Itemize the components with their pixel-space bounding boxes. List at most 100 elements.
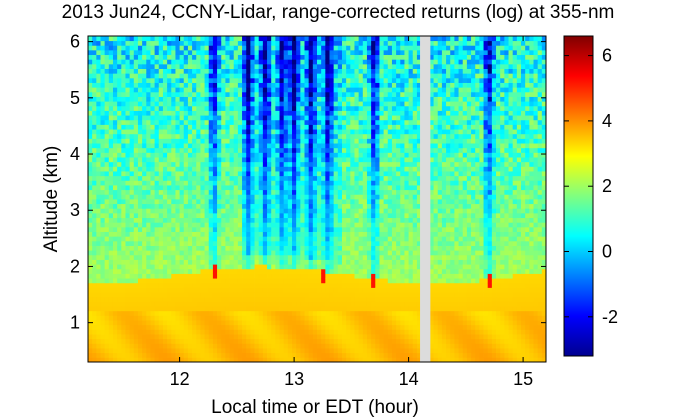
heatmap-cell — [96, 357, 101, 362]
heatmap-cell — [246, 152, 251, 158]
heatmap-cell — [208, 68, 214, 74]
heatmap-cell — [162, 264, 168, 270]
heatmap-cell — [171, 199, 176, 205]
heatmap-cell — [250, 45, 255, 51]
heatmap-cell — [196, 245, 201, 251]
heatmap-cell — [308, 254, 314, 260]
heatmap-cell — [233, 73, 239, 79]
heatmap-cell — [92, 236, 97, 242]
heatmap-cell — [341, 245, 347, 251]
heatmap-cell — [287, 203, 293, 209]
heatmap-cell — [221, 287, 226, 293]
heatmap-cell — [200, 194, 205, 200]
heatmap-cell — [92, 282, 97, 288]
heatmap-cell — [333, 329, 339, 335]
heatmap-cell — [317, 185, 322, 191]
heatmap-cell — [175, 226, 180, 232]
heatmap-cell — [287, 105, 293, 111]
heatmap-cell — [146, 199, 151, 205]
heatmap-cell — [142, 115, 147, 121]
heatmap-cell — [354, 278, 360, 284]
heatmap-cell — [258, 180, 264, 186]
heatmap-cell — [96, 287, 101, 293]
heatmap-cell — [96, 315, 101, 321]
heatmap-cell — [221, 296, 226, 302]
heatmap-cell — [246, 343, 251, 349]
heatmap-cell — [233, 36, 239, 42]
heatmap-cell — [88, 259, 93, 265]
heatmap-cell — [88, 296, 93, 302]
heatmap-cell — [279, 310, 285, 316]
heatmap-cell — [271, 49, 276, 56]
heatmap-cell — [333, 199, 339, 205]
heatmap-cell — [108, 245, 114, 251]
heatmap-cell — [225, 203, 230, 209]
heatmap-cell — [88, 268, 93, 274]
heatmap-cell — [246, 273, 251, 279]
heatmap-cell — [121, 324, 126, 330]
heatmap-cell — [162, 310, 168, 316]
heatmap-cell — [125, 166, 131, 172]
heatmap-cell — [187, 138, 193, 144]
heatmap-cell — [350, 352, 355, 358]
heatmap-cell — [229, 101, 235, 107]
heatmap-cell — [208, 73, 214, 79]
heatmap-cell — [129, 171, 135, 177]
heatmap-cell — [125, 101, 131, 107]
heatmap-cell — [279, 73, 285, 79]
heatmap-cell — [300, 129, 305, 135]
heatmap-cell — [183, 222, 189, 228]
heatmap-cell — [104, 212, 110, 219]
heatmap-cell — [217, 115, 222, 121]
heatmap-cell — [242, 315, 247, 321]
heatmap-cell — [229, 306, 235, 312]
heatmap-cell — [129, 222, 135, 228]
heatmap-cell — [175, 315, 180, 321]
heatmap-cell — [262, 343, 268, 349]
heatmap-cell — [104, 49, 110, 56]
heatmap-cell — [262, 138, 268, 144]
heatmap-cell — [200, 343, 205, 349]
heatmap-cell — [179, 82, 185, 88]
heatmap-cell — [146, 343, 151, 349]
heatmap-cell — [167, 194, 172, 200]
heatmap-cell — [246, 217, 251, 223]
heatmap-cell — [217, 324, 222, 330]
heatmap-cell — [150, 63, 156, 69]
heatmap-cell — [258, 119, 264, 125]
heatmap-cell — [329, 119, 335, 125]
heatmap-cell — [362, 147, 368, 153]
heatmap-cell — [108, 73, 114, 79]
heatmap-cell — [196, 40, 201, 46]
heatmap-cell — [150, 133, 156, 139]
heatmap-cell — [337, 105, 343, 111]
heatmap-cell — [271, 73, 276, 79]
heatmap-cell — [92, 268, 97, 274]
heatmap-cell — [308, 343, 314, 349]
heatmap-cell — [300, 268, 305, 274]
heatmap-cell — [354, 63, 360, 69]
heatmap-cell — [158, 352, 164, 358]
heatmap-cell — [271, 54, 276, 60]
heatmap-cell — [292, 217, 297, 223]
heatmap-cell — [304, 226, 310, 232]
heatmap-cell — [171, 254, 176, 260]
heatmap-cell — [321, 282, 326, 288]
heatmap-cell — [333, 334, 339, 340]
heatmap-cell — [117, 287, 122, 293]
heatmap-cell — [208, 278, 214, 284]
heatmap-cell — [217, 96, 222, 102]
heatmap-cell — [212, 320, 218, 326]
heatmap-cell — [179, 40, 185, 46]
heatmap-cell — [292, 124, 297, 130]
heatmap-cell — [117, 329, 122, 335]
heatmap-cell — [217, 287, 222, 293]
heatmap-cell — [304, 105, 310, 111]
heatmap-cell — [162, 129, 168, 135]
heatmap-cell — [300, 343, 305, 349]
heatmap-cell — [233, 236, 239, 242]
heatmap-cell — [221, 194, 226, 200]
heatmap-cell — [233, 82, 239, 88]
heatmap-cell — [304, 296, 310, 302]
heatmap-cell — [142, 171, 147, 177]
